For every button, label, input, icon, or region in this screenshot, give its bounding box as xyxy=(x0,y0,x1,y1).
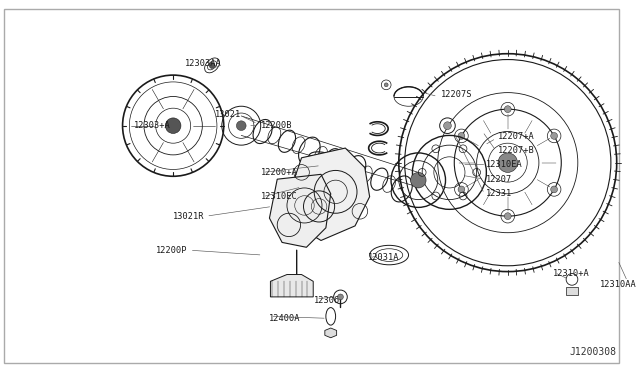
Text: 12200+A: 12200+A xyxy=(260,168,298,177)
Circle shape xyxy=(504,213,511,219)
Text: 13021: 13021 xyxy=(215,109,241,119)
Text: 12400A: 12400A xyxy=(268,314,300,323)
Text: 12207+B: 12207+B xyxy=(498,147,535,155)
Polygon shape xyxy=(566,287,578,295)
Circle shape xyxy=(458,132,465,139)
Circle shape xyxy=(209,62,215,68)
Text: 12207: 12207 xyxy=(486,175,513,184)
Text: 12310AA: 12310AA xyxy=(600,280,637,289)
Circle shape xyxy=(236,121,246,131)
Text: 12200B: 12200B xyxy=(260,121,292,130)
Circle shape xyxy=(550,132,557,139)
Circle shape xyxy=(410,172,426,188)
Text: 12303+A: 12303+A xyxy=(134,121,170,130)
Text: J1200308: J1200308 xyxy=(570,347,617,357)
Circle shape xyxy=(504,106,511,113)
Text: 12207+A: 12207+A xyxy=(498,132,535,141)
Circle shape xyxy=(498,153,518,172)
Circle shape xyxy=(444,122,451,129)
Text: 12310+A: 12310+A xyxy=(552,269,589,278)
Polygon shape xyxy=(325,328,337,338)
Text: 12207S: 12207S xyxy=(441,90,472,99)
Text: 13021R: 13021R xyxy=(173,212,204,221)
Polygon shape xyxy=(271,275,313,297)
Circle shape xyxy=(337,294,344,300)
Circle shape xyxy=(165,118,181,134)
Text: 12200P: 12200P xyxy=(156,246,188,255)
Polygon shape xyxy=(290,148,370,240)
Polygon shape xyxy=(269,174,331,247)
Text: 12331: 12331 xyxy=(486,189,513,198)
Circle shape xyxy=(384,83,388,87)
Text: 12031A: 12031A xyxy=(368,253,399,263)
Circle shape xyxy=(458,186,465,193)
Text: 12306: 12306 xyxy=(314,296,340,305)
Text: 12303AA: 12303AA xyxy=(185,59,222,68)
Circle shape xyxy=(550,186,557,193)
Text: 12310EA: 12310EA xyxy=(486,160,523,169)
Text: 12310EC: 12310EC xyxy=(260,192,298,201)
